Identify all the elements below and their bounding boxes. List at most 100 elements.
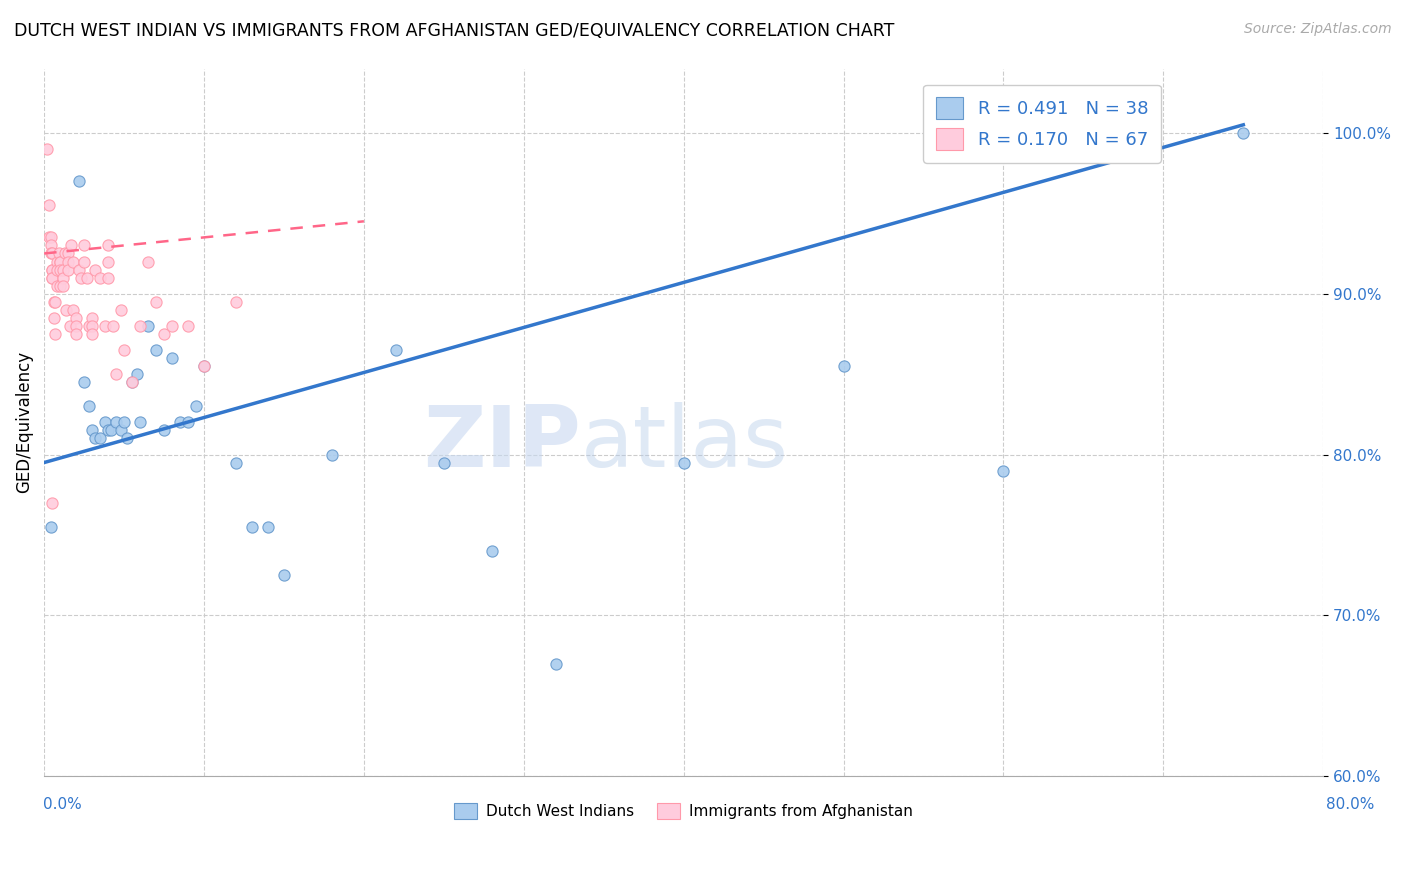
Point [38,198,60,212]
Point [59,318,82,333]
Point [100,423,122,437]
Point [125,367,148,381]
Point [52,262,75,277]
Point [80,423,103,437]
Point [110,423,132,437]
Y-axis label: GED/Equivalency: GED/Equivalency [15,351,32,493]
Point [56,262,79,277]
Point [89,432,111,446]
Point [544,657,567,671]
Point [136,318,159,333]
Point [73,254,96,268]
Point [240,520,263,534]
Point [77,318,100,333]
Point [433,456,456,470]
Point [112,343,135,357]
Point [117,432,139,446]
Point [177,318,200,333]
Point [110,302,132,317]
Point [153,423,176,437]
Text: 80.0%: 80.0% [1326,797,1375,813]
Point [70,270,93,285]
Text: DUTCH WEST INDIAN VS IMMIGRANTS FROM AFGHANISTAN GED/EQUIVALENCY CORRELATION CHA: DUTCH WEST INDIAN VS IMMIGRANTS FROM AFG… [14,22,894,40]
Text: atlas: atlas [581,402,789,485]
Point [56,246,79,260]
Point [225,294,247,309]
Point [39,230,62,244]
Text: Source: ZipAtlas.com: Source: ZipAtlas.com [1244,22,1392,37]
Point [193,359,215,373]
Point [41,270,63,285]
Point [39,238,62,252]
Point [94,415,117,429]
Point [273,568,295,582]
Point [48,246,70,260]
Point [105,415,128,429]
Point [193,359,215,373]
Point [44,326,66,341]
Point [129,415,152,429]
Point [76,270,98,285]
Point [160,318,183,333]
Point [67,174,90,188]
Point [49,262,72,277]
Point [41,262,63,277]
Point [42,294,65,309]
Point [42,310,65,325]
Point [385,343,408,357]
Point [41,246,63,260]
Point [80,310,103,325]
Point [101,318,124,333]
Point [97,254,120,268]
Point [56,254,79,268]
Point [41,496,63,510]
Text: 0.0%: 0.0% [42,797,82,813]
Point [89,270,111,285]
Point [160,351,183,365]
Point [321,448,343,462]
Point [45,262,67,277]
Point [80,326,103,341]
Point [121,375,143,389]
Point [84,262,107,277]
Point [105,367,128,381]
Point [97,238,120,252]
Point [832,359,855,373]
Point [39,246,62,260]
Point [49,254,72,268]
Point [65,310,87,325]
Point [52,270,75,285]
Point [1232,126,1254,140]
Point [45,254,67,268]
Point [39,520,62,534]
Point [49,254,72,268]
Point [121,375,143,389]
Point [45,278,67,293]
Point [62,254,84,268]
Point [41,262,63,277]
Point [129,318,152,333]
Point [145,343,167,357]
Text: ZIP: ZIP [423,402,581,485]
Point [38,230,60,244]
Point [65,326,87,341]
Point [136,254,159,268]
Point [177,415,200,429]
Point [53,246,76,260]
Point [44,294,66,309]
Point [77,399,100,413]
Point [67,262,90,277]
Point [41,270,63,285]
Legend: Dutch West Indians, Immigrants from Afghanistan: Dutch West Indians, Immigrants from Afgh… [449,797,920,825]
Point [97,423,120,437]
Point [49,278,72,293]
Point [37,142,59,156]
Point [55,302,77,317]
Point [993,464,1015,478]
Point [145,294,167,309]
Point [184,399,207,413]
Point [65,318,87,333]
Point [73,375,96,389]
Point [153,326,176,341]
Point [672,456,695,470]
